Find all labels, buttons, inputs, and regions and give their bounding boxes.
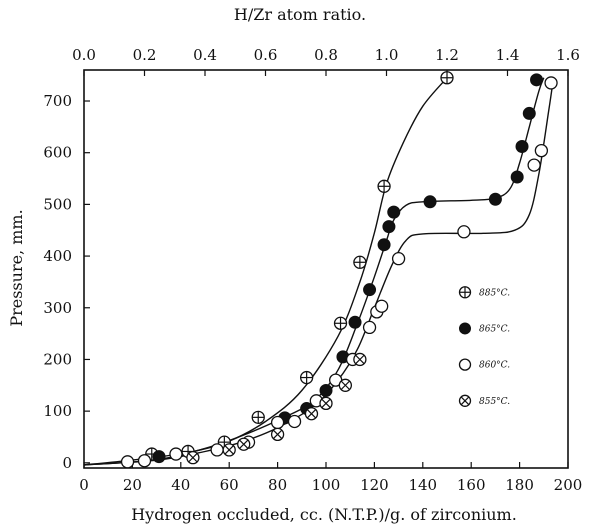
data-point-circle-x <box>222 443 236 457</box>
data-point-circle-x <box>270 427 285 442</box>
data-point-open-circle <box>210 443 224 457</box>
x-tick-label: 140 <box>408 476 437 494</box>
data-point-open-circle <box>287 414 302 429</box>
x-axis-title: Hydrogen occluded, cc. (N.T.P.)/g. of zi… <box>131 505 517 524</box>
data-point-open-circle <box>534 143 549 158</box>
x-tick-label: 160 <box>457 476 486 494</box>
y-tick-label: 400 <box>43 247 72 265</box>
y-tick-label: 200 <box>43 350 72 368</box>
y-axis-title: Pressure, mm. <box>7 209 26 326</box>
legend-marker-circle-plus <box>458 286 472 299</box>
data-point-open-circle <box>362 320 377 335</box>
x-tick-label: 80 <box>268 476 287 494</box>
x-tick-label: 200 <box>554 476 583 494</box>
data-point-open-circle <box>527 158 541 172</box>
legend-label: 885°C. <box>479 288 510 298</box>
data-point-filled-circle <box>382 220 396 234</box>
data-point-filled-circle <box>319 383 333 397</box>
data-point-open-circle <box>391 252 406 266</box>
data-point-open-circle <box>375 299 389 313</box>
y-tick-label: 500 <box>43 195 72 213</box>
data-point-circle-x <box>338 378 353 392</box>
legend-marker-open-circle <box>458 358 472 371</box>
data-point-filled-circle <box>423 195 437 209</box>
data-point-circle-x <box>237 437 251 451</box>
legend-label: 855°C. <box>479 397 510 407</box>
legend: 885°C. 865°C. 860°C. 855°C. <box>458 286 510 407</box>
x-axis-ticks: 0 20 40 60 80 100 120 140 160 180 200 <box>79 462 582 494</box>
y-axis-ticks: 0 100 200 300 400 500 600 700 <box>43 92 90 472</box>
data-point-circle-plus <box>333 316 348 330</box>
x-tick-label: 180 <box>505 476 534 494</box>
data-point-filled-circle <box>348 315 362 329</box>
data-point-open-circle <box>270 415 285 430</box>
x-tick-label: 100 <box>312 476 341 494</box>
data-point-open-circle <box>544 76 558 90</box>
top-tick-label: 0.0 <box>72 46 96 64</box>
data-point-open-circle <box>169 447 183 461</box>
data-point-circle-x <box>319 396 333 411</box>
legend-marker-filled-circle <box>459 322 471 335</box>
y-tick-label: 600 <box>43 144 72 162</box>
x-tick-label: 20 <box>123 476 142 494</box>
data-point-circle-plus <box>251 410 265 424</box>
top-tick-label: 1.0 <box>375 46 399 64</box>
data-point-circle-x <box>353 352 367 367</box>
data-point-circle-plus <box>440 71 454 85</box>
series-curve <box>83 77 555 466</box>
x-tick-label: 0 <box>79 476 89 494</box>
top-tick-label: 1.2 <box>435 46 459 64</box>
top-tick-label: 1.4 <box>496 46 520 64</box>
data-point-filled-circle <box>152 450 166 464</box>
series-curve <box>83 77 448 466</box>
legend-marker-circle-x <box>458 394 472 407</box>
top-tick-label: 0.2 <box>133 46 157 64</box>
x-tick-label: 120 <box>360 476 389 494</box>
data-point-filled-circle <box>522 106 536 120</box>
data-point-circle-x <box>186 451 200 465</box>
data-point-filled-circle <box>363 283 377 297</box>
data-point-circle-plus <box>353 255 367 269</box>
x-tick-label: 40 <box>171 476 190 494</box>
data-point-filled-circle <box>530 73 544 87</box>
data-point-filled-circle <box>377 238 391 252</box>
data-point-circle-plus <box>377 179 391 193</box>
data-point-open-circle <box>120 455 135 469</box>
top-tick-label: 0.6 <box>254 46 278 64</box>
y-tick-label: 300 <box>43 299 72 317</box>
legend-label: 860°C. <box>479 361 510 371</box>
top-axis-title: H/Zr atom ratio. <box>234 5 366 24</box>
data-point-filled-circle <box>510 170 524 184</box>
data-point-filled-circle <box>387 205 401 219</box>
top-tick-label: 0.4 <box>193 46 217 64</box>
data-point-circle-plus <box>299 370 314 385</box>
data-point-open-circle <box>457 225 471 239</box>
y-tick-label: 700 <box>43 92 72 110</box>
data-points <box>120 71 558 469</box>
data-point-open-circle <box>137 454 152 468</box>
y-tick-label: 100 <box>43 402 72 420</box>
x-tick-label: 60 <box>220 476 239 494</box>
legend-label: 865°C. <box>479 324 510 334</box>
top-tick-label: 1.6 <box>556 46 580 64</box>
top-tick-label: 0.8 <box>314 46 338 64</box>
top-axis-ticks: 0.0 0.2 0.4 0.6 0.8 1.0 1.2 1.4 1.6 <box>72 46 580 76</box>
data-point-filled-circle <box>488 192 502 206</box>
data-point-filled-circle <box>515 139 529 153</box>
data-point-circle-x <box>304 407 319 421</box>
y-tick-label: 0 <box>62 454 72 472</box>
